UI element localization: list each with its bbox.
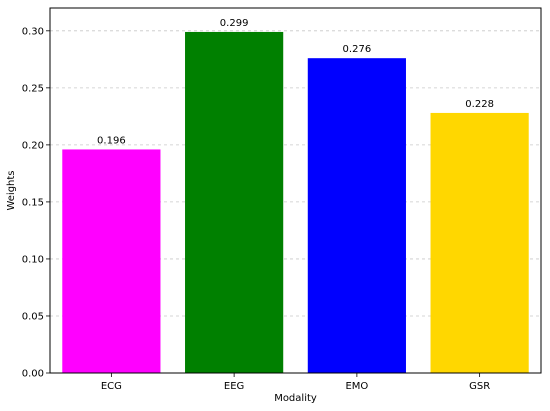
data-labels: 0.196 0.299 0.276 0.228 — [97, 18, 494, 146]
y-axis-label: Weights — [6, 170, 17, 210]
y-tick-label: 0.30 — [22, 26, 44, 37]
y-axis-ticks: 0.00 0.05 0.10 0.15 0.20 0.25 0.30 — [22, 26, 50, 380]
data-label-gsr: 0.228 — [465, 99, 494, 110]
y-tick-label: 0.25 — [22, 83, 44, 94]
data-label-ecg: 0.196 — [97, 135, 126, 146]
data-label-emo: 0.276 — [343, 44, 372, 55]
bar-gsr — [430, 112, 529, 373]
bar-emo — [307, 58, 406, 373]
x-axis-label: Modality — [274, 393, 317, 404]
plot-frame — [49, 7, 542, 374]
data-label-eeg: 0.299 — [220, 18, 249, 29]
x-tick-label: EEG — [224, 381, 244, 392]
y-tick-label: 0.20 — [22, 140, 44, 151]
x-tick-label: ECG — [101, 381, 122, 392]
y-tick-label: 0.05 — [22, 311, 44, 322]
x-axis-ticks: ECG EEG EMO GSR — [101, 373, 490, 392]
y-tick-label: 0.15 — [22, 197, 44, 208]
x-tick-label: GSR — [469, 381, 490, 392]
x-tick-label: EMO — [345, 381, 368, 392]
bar-ecg — [62, 149, 161, 373]
bars — [62, 31, 529, 373]
y-tick-label: 0.10 — [22, 254, 44, 265]
y-tick-label: 0.00 — [22, 369, 44, 380]
bar-eeg — [185, 31, 284, 373]
